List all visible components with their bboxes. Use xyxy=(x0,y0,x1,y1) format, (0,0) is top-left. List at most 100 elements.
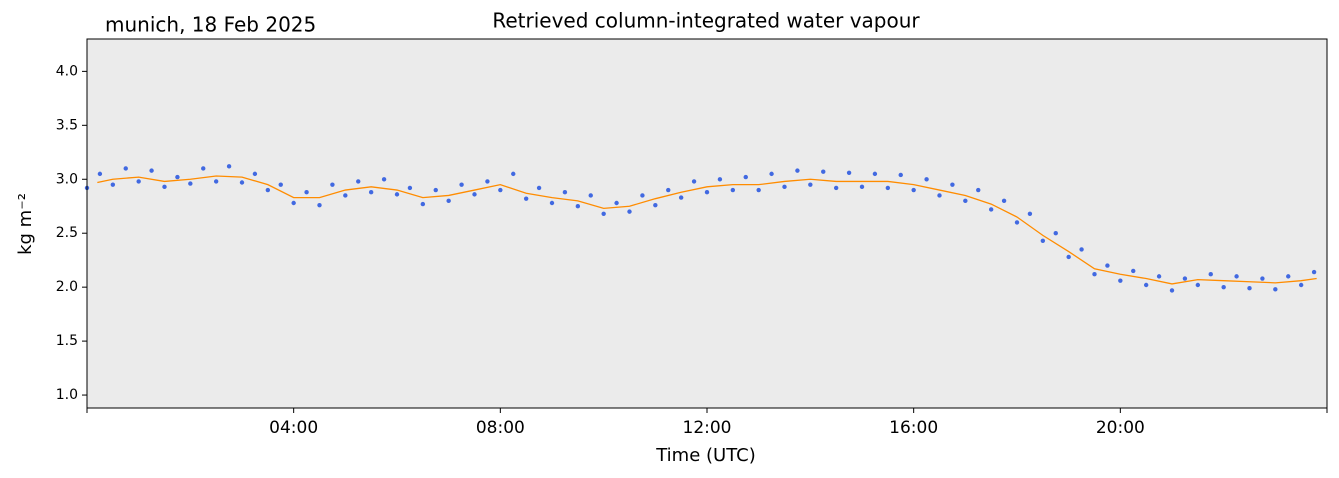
data-point xyxy=(394,192,400,197)
data-point xyxy=(472,192,477,197)
data-point xyxy=(1247,286,1252,291)
data-point xyxy=(859,184,865,190)
data-point xyxy=(743,174,748,180)
data-point xyxy=(162,184,167,190)
data-point xyxy=(898,172,903,178)
data-point xyxy=(1156,274,1162,279)
y-tick-label: 2.0 xyxy=(56,279,78,295)
data-point xyxy=(911,187,916,193)
data-point xyxy=(795,168,800,173)
chart-title: Retrieved column-integrated water vapour xyxy=(492,9,920,33)
data-point xyxy=(717,177,723,182)
data-point xyxy=(1014,220,1020,225)
y-tick-label: 1.0 xyxy=(56,387,78,403)
data-point xyxy=(601,211,606,216)
data-point xyxy=(1066,254,1071,260)
data-point xyxy=(627,209,632,214)
data-point xyxy=(304,190,309,195)
data-point xyxy=(769,171,774,177)
data-point xyxy=(1079,247,1084,252)
data-point xyxy=(420,201,426,207)
data-point xyxy=(368,190,374,195)
data-point xyxy=(588,193,593,198)
data-point xyxy=(97,171,103,177)
data-point xyxy=(485,179,490,184)
data-point xyxy=(1169,288,1175,293)
data-point xyxy=(1311,269,1317,275)
data-point xyxy=(1286,274,1291,279)
data-point xyxy=(653,202,658,208)
data-point xyxy=(291,200,296,206)
data-point xyxy=(691,179,697,184)
data-point xyxy=(149,168,154,173)
data-point xyxy=(188,181,193,186)
data-point xyxy=(614,200,619,206)
plot-frame xyxy=(86,38,1328,409)
data-point xyxy=(511,171,516,177)
data-point xyxy=(433,187,438,193)
x-tick-label: 16:00 xyxy=(889,418,938,438)
data-point xyxy=(536,185,542,191)
data-point xyxy=(1234,274,1239,279)
data-point xyxy=(343,193,348,198)
data-point xyxy=(356,179,361,184)
data-point xyxy=(937,193,942,198)
data-point xyxy=(407,185,413,191)
data-point xyxy=(213,179,219,184)
data-point xyxy=(575,204,581,209)
x-tick-label: 08:00 xyxy=(476,418,525,438)
data-point xyxy=(1195,282,1201,288)
data-point xyxy=(704,190,710,195)
y-tick-label: 1.5 xyxy=(56,333,78,349)
data-point xyxy=(821,169,826,174)
data-point xyxy=(123,166,128,171)
data-point xyxy=(730,187,736,193)
data-point xyxy=(1182,276,1188,281)
y-axis-label: kg m⁻² xyxy=(15,193,36,255)
data-point xyxy=(252,171,258,177)
data-point xyxy=(446,198,451,204)
data-point xyxy=(562,190,568,195)
data-point xyxy=(1131,268,1136,274)
data-point xyxy=(1001,198,1007,204)
data-point xyxy=(278,182,283,187)
annotation: munich, 18 Feb 2025 xyxy=(105,13,316,37)
smoothed-line xyxy=(97,175,1317,285)
data-point xyxy=(963,198,968,204)
data-point xyxy=(1298,282,1304,288)
data-point xyxy=(950,182,955,187)
data-point xyxy=(1105,263,1110,268)
data-point xyxy=(523,196,529,201)
data-point xyxy=(1092,272,1097,277)
data-point xyxy=(265,187,271,193)
x-tick-label: 20:00 xyxy=(1096,418,1145,438)
data-point xyxy=(1208,272,1213,277)
data-point xyxy=(1040,238,1046,243)
data-point xyxy=(885,185,891,191)
data-point xyxy=(317,202,322,208)
data-point xyxy=(226,164,232,169)
data-point xyxy=(201,166,206,171)
y-tick-label: 4.0 xyxy=(56,63,78,79)
data-point xyxy=(808,182,813,187)
data-point xyxy=(872,171,878,177)
data-point xyxy=(833,185,839,191)
data-point xyxy=(1273,287,1278,292)
data-point xyxy=(330,182,335,187)
data-point xyxy=(381,177,387,182)
x-tick-label: 12:00 xyxy=(683,418,732,438)
y-tick-label: 2.5 xyxy=(56,225,78,241)
y-tick-label: 3.0 xyxy=(56,171,78,187)
data-point xyxy=(239,180,245,185)
data-point xyxy=(136,179,141,184)
data-point xyxy=(924,177,929,182)
data-point xyxy=(1221,284,1226,290)
data-point xyxy=(498,187,503,193)
data-point xyxy=(782,184,787,190)
data-point xyxy=(110,182,116,187)
data-point xyxy=(1143,282,1149,288)
x-tick-label: 04:00 xyxy=(269,418,318,438)
data-point xyxy=(756,187,761,193)
plot-background xyxy=(87,39,1327,408)
